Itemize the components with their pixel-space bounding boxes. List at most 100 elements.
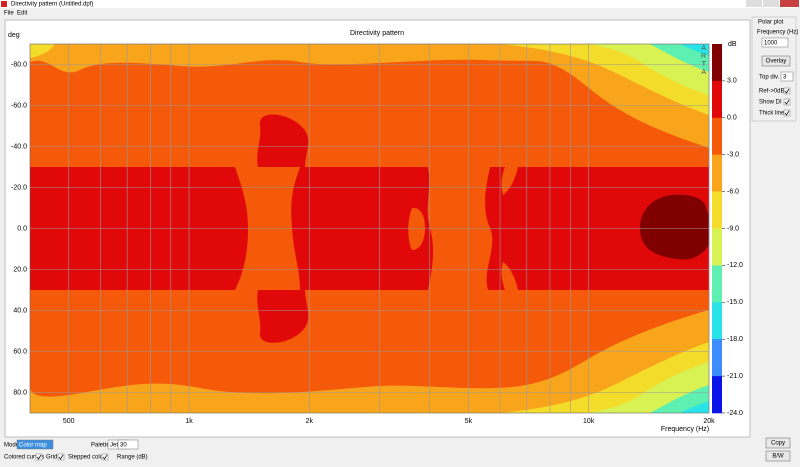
y-unit: deg <box>8 32 20 39</box>
x-tick-label: 10k <box>583 418 595 425</box>
copy-button-label: Copy <box>771 441 785 447</box>
frequency-value: 1000 <box>764 41 778 47</box>
colorbar-band <box>712 302 722 340</box>
contour-region <box>30 44 709 413</box>
copy-button[interactable] <box>765 437 791 449</box>
axes: 500 1k 2k 5k 10k 20k -80.0 -60.0 -40.0 -20.0 0.0 20… <box>11 44 715 425</box>
contour-region <box>640 194 709 260</box>
checkbox-label: Grid <box>46 455 57 461</box>
checkbox[interactable] <box>783 98 791 106</box>
bottom-checkboxes: Colored curves Grid Stepped colors <box>4 453 109 461</box>
colorbar-tick-label: 3.0 <box>727 78 737 85</box>
y-tick-label: -40.0 <box>11 143 27 150</box>
check-mark <box>784 88 790 94</box>
x-tick-label: 2k <box>306 418 314 425</box>
colorbar-band <box>712 117 722 155</box>
y-tick-label: 60.0 <box>13 348 27 355</box>
x-tick-label: 5k <box>465 418 473 425</box>
colorbar-tick-label: -6.0 <box>727 188 739 195</box>
colorbar-band <box>712 228 722 266</box>
panel-checkboxes: Ref->0dB Show DI Thick line <box>759 87 791 117</box>
top-div-input[interactable] <box>780 71 794 82</box>
contour-region <box>590 44 709 413</box>
range-value: 30 <box>120 443 127 449</box>
overlay-button[interactable] <box>761 55 791 67</box>
menu-item[interactable]: File <box>4 11 14 17</box>
y-tick-label: -20.0 <box>11 184 27 191</box>
colorbar-tick-label: -21.0 <box>727 373 743 380</box>
checkbox[interactable] <box>783 87 791 95</box>
colorbar-band <box>712 154 722 192</box>
colorbar-tick-label: -15.0 <box>727 299 743 306</box>
range-input[interactable] <box>117 439 139 450</box>
x-axis-label: Frequency (Hz) <box>661 426 709 433</box>
checkbox[interactable] <box>783 109 791 117</box>
colorbar-tick-label: -18.0 <box>727 336 743 343</box>
y-tick-label: -60.0 <box>11 102 27 109</box>
y-tick-label: 20.0 <box>13 266 27 273</box>
colorbar-band <box>712 80 722 119</box>
minimize-button[interactable] <box>746 0 762 7</box>
x-tick-label: 1k <box>185 418 193 425</box>
check-mark <box>36 454 42 460</box>
range-label: Range (dB) <box>117 455 148 461</box>
close-button[interactable] <box>780 0 799 7</box>
panel-title: Polar plot <box>758 20 784 26</box>
plot-title: Directivity pattern <box>350 30 404 37</box>
checkbox-label: Stepped colors <box>68 455 108 461</box>
window-title: Directivity pattern (Untitled.dpf) <box>11 2 93 8</box>
top-div-label: Top div. <box>759 75 780 81</box>
title-bar <box>0 0 800 8</box>
colorbar-label: dB <box>728 41 737 48</box>
check-mark <box>784 99 790 105</box>
brand-letter: T <box>702 61 707 68</box>
checkbox-label: Thick line <box>759 111 785 117</box>
checkbox[interactable] <box>101 453 109 461</box>
colorbar: 3.0 0.0 -3.0 -6.0 -9.0 -12.0 -15.0 -18.0 -21.0 -2… <box>712 44 743 417</box>
colorbar-tick-label: 0.0 <box>727 115 737 122</box>
x-tick-label: 500 <box>63 418 75 425</box>
mode-value: Color map <box>19 443 47 449</box>
y-tick-label: 40.0 <box>13 307 27 314</box>
y-tick-label: -80.0 <box>11 61 27 68</box>
brand-letter: R <box>701 53 706 60</box>
brand-letter: A <box>701 45 706 52</box>
checkbox-label: Colored curves <box>4 455 44 461</box>
contour-region <box>257 114 309 343</box>
colorbar-band <box>712 376 722 414</box>
menu-item[interactable]: Edit <box>17 11 28 17</box>
palette-value: Jet <box>110 443 118 449</box>
x-tick-label: 20k <box>703 418 715 425</box>
colorbar-tick-label: -24.0 <box>727 410 743 417</box>
bw-button-label: B/W <box>772 454 784 460</box>
contour-region <box>235 167 518 290</box>
frequency-input[interactable] <box>761 37 789 48</box>
checkbox[interactable] <box>35 453 43 461</box>
mode-select[interactable] <box>16 439 54 450</box>
check-mark <box>784 110 790 116</box>
top-div-value: 3 <box>783 75 787 81</box>
polar-panel <box>751 16 797 122</box>
colorbar-band <box>712 265 722 303</box>
colorbar-tick-label: -9.0 <box>727 225 739 232</box>
brand-letter: A <box>701 69 706 76</box>
checkbox-label: Show DI <box>759 100 782 106</box>
colorbar-band <box>712 191 722 229</box>
y-tick-label: 80.0 <box>13 389 27 396</box>
bw-button[interactable] <box>765 450 791 462</box>
check-mark <box>102 454 108 460</box>
colorbar-band <box>712 44 722 82</box>
y-tick-label: 0.0 <box>17 225 27 232</box>
maximize-button[interactable] <box>763 0 779 7</box>
palette-label: Palette <box>91 443 110 449</box>
colorbar-band <box>712 339 722 377</box>
overlay-button-label: Overlay <box>766 59 787 65</box>
checkbox-label: Ref->0dB <box>759 89 785 95</box>
colorbar-tick-label: -12.0 <box>727 262 743 269</box>
check-mark <box>58 454 64 460</box>
colorbar-tick-label: -3.0 <box>727 152 739 159</box>
mode-label: Mode <box>4 443 20 449</box>
frequency-label: Frequency (Hz) <box>757 30 798 36</box>
checkbox[interactable] <box>57 453 65 461</box>
